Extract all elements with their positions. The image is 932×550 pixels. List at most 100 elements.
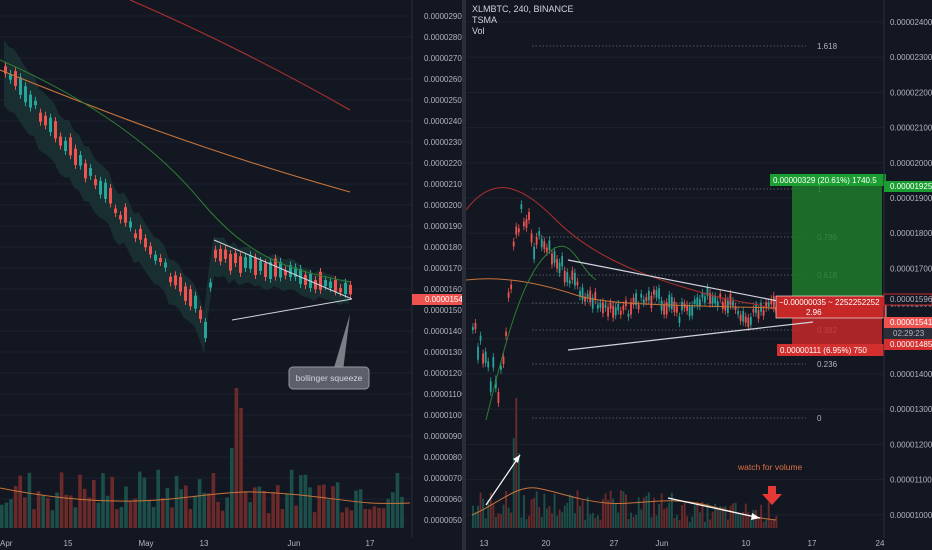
triangle-lower-line[interactable] — [231, 298, 353, 321]
pane-divider[interactable] — [462, 0, 466, 550]
price-tick-label: 0.00001300 — [890, 405, 932, 414]
volume-bar — [533, 497, 536, 528]
volume-bar — [489, 492, 492, 528]
indicator-vol[interactable]: Vol — [472, 26, 485, 36]
symbol-title[interactable]: XLMBTC, 240, BINANCE — [472, 4, 574, 14]
long-position-tool[interactable] — [792, 181, 882, 344]
triangle-upper-line[interactable] — [213, 239, 353, 300]
volume-bar — [599, 519, 602, 528]
candle — [54, 121, 57, 139]
candle — [548, 240, 551, 251]
bollinger-squeeze-callout[interactable] — [288, 366, 370, 390]
candle — [94, 179, 97, 186]
long-label-box — [770, 174, 886, 186]
volume-bar — [239, 408, 243, 528]
candle — [523, 221, 525, 227]
candle — [701, 292, 704, 298]
ma-orange-line — [0, 69, 351, 193]
triangle-upper-line[interactable] — [567, 259, 779, 302]
volume-bar — [289, 469, 294, 528]
candle — [678, 316, 681, 324]
volume-bar — [142, 477, 147, 528]
candle — [530, 233, 533, 243]
candle — [732, 301, 734, 306]
price-tick-label: 0.00001100 — [890, 476, 932, 485]
candle — [538, 231, 541, 236]
volume-bar — [13, 486, 18, 528]
volume-bar — [487, 499, 490, 528]
volume-rise-arrow[interactable] — [485, 454, 521, 506]
entry-label-text: −0.00000035 ~ 2252252252 — [779, 298, 880, 307]
left-last-price-tag — [412, 294, 462, 305]
entry-ratio-text: 2.96 — [806, 308, 822, 317]
volume-bar — [138, 471, 142, 528]
left-chart-canvas[interactable]: bollinger squeeze 0.000029000.000028000.… — [0, 0, 462, 550]
bar-timer-text: 02:29:23 — [893, 329, 925, 338]
candle — [234, 253, 237, 264]
candle — [602, 302, 604, 314]
triangle-lower-line[interactable] — [567, 321, 814, 351]
volume-bar — [78, 474, 82, 528]
candle — [561, 256, 564, 267]
candle — [500, 365, 502, 370]
left-time-axis[interactable]: Apr 15 May 13 Jun 17 — [0, 539, 375, 548]
candle — [214, 249, 217, 258]
chart-legend[interactable]: XLMBTC, 240, BINANCE TSMA Vol — [472, 4, 574, 37]
right-drawings[interactable]: watch for volume — [485, 259, 814, 520]
left-drawings[interactable]: bollinger squeeze — [213, 239, 370, 390]
time-tick-label: Jun — [288, 539, 301, 548]
volume-fall-arrow[interactable] — [667, 497, 761, 519]
right-time-axis[interactable]: 13 20 27 Jun 10 17 24 — [480, 539, 885, 548]
time-tick-label: 17 — [366, 539, 375, 548]
time-tick-label: 24 — [876, 539, 885, 548]
volume-bar — [515, 398, 518, 528]
candle — [653, 289, 655, 295]
volume-bar — [257, 486, 262, 528]
short-label-text: 0.00000111 (6.95%) 750 — [780, 346, 867, 355]
volume-bar — [650, 517, 653, 528]
candle — [614, 307, 617, 316]
price-tick-label: 0.00001000 — [424, 411, 462, 420]
price-tick-label: 0.00001800 — [424, 243, 462, 252]
right-price-axis[interactable]: 0.00002400 0.00002300 0.00002200 0.00002100… — [883, 0, 932, 538]
candle — [19, 77, 22, 95]
volume-bar — [115, 509, 119, 528]
arrow-head-icon — [513, 455, 520, 463]
candle — [179, 277, 182, 292]
candle — [665, 302, 668, 315]
volume-bar — [556, 515, 559, 528]
candle — [739, 314, 742, 321]
candle — [755, 304, 757, 313]
entry-label-box — [775, 295, 887, 319]
price-tick-label: 0.00001400 — [890, 370, 932, 379]
volume-bar — [262, 490, 266, 528]
volume-bar — [96, 502, 101, 528]
volume-bar — [64, 494, 68, 528]
candle — [737, 311, 739, 315]
volume-bar — [535, 491, 538, 528]
candle — [681, 301, 683, 311]
profit-zone[interactable] — [792, 181, 882, 299]
volume-bar — [124, 486, 128, 528]
left-chart-pane[interactable]: bollinger squeeze 0.000029000.000028000.… — [0, 0, 462, 550]
candle — [622, 305, 625, 311]
candle — [533, 246, 535, 260]
volume-bar — [678, 520, 681, 528]
volume-bar — [589, 514, 592, 528]
candle — [279, 261, 282, 278]
volume-bar — [734, 502, 737, 528]
indicator-tsma[interactable]: TSMA — [472, 15, 498, 25]
candle — [686, 304, 688, 311]
candle — [289, 265, 292, 278]
volume-bar — [724, 506, 727, 528]
volume-bar — [686, 516, 689, 528]
entry-price-tag — [883, 293, 932, 306]
volume-bar — [82, 488, 87, 528]
volume-bar — [545, 508, 548, 528]
candle — [535, 236, 538, 245]
